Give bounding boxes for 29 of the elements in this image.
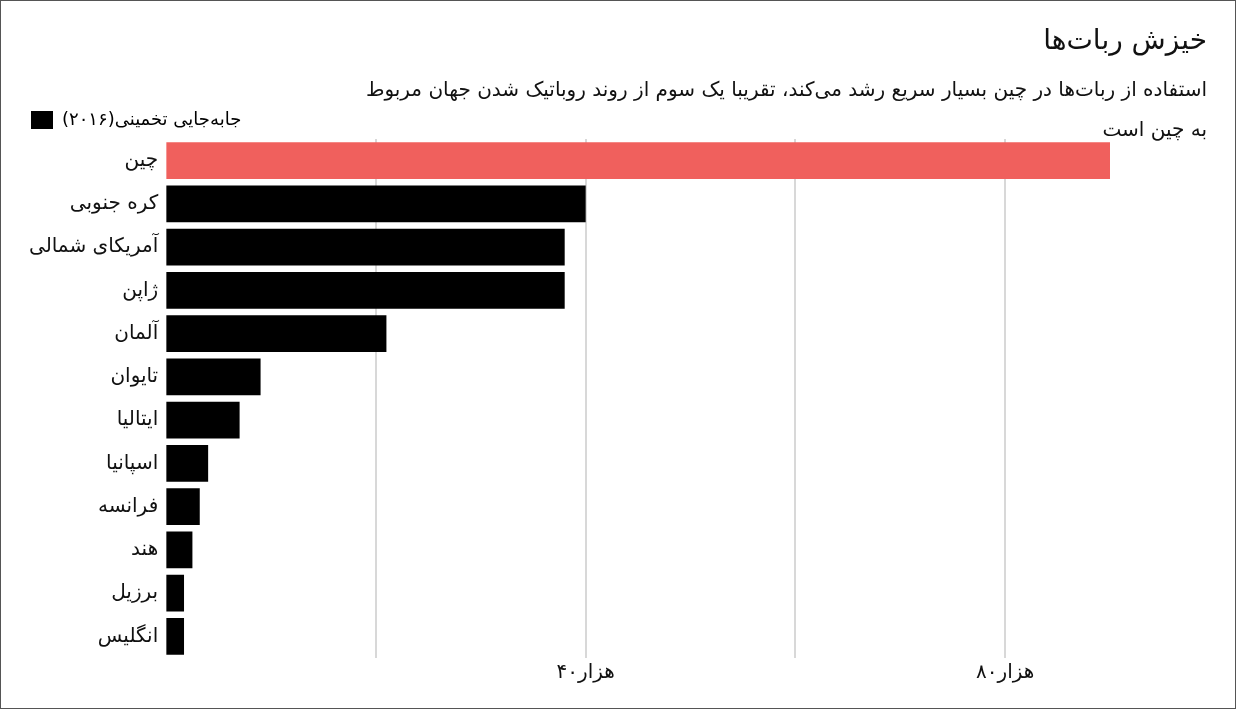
bar bbox=[166, 531, 193, 569]
chart-title: خیزش ربات‌ها bbox=[1043, 23, 1207, 56]
bar bbox=[166, 358, 261, 396]
bar bbox=[166, 574, 185, 612]
bar bbox=[166, 142, 1110, 180]
y-tick-label: چین bbox=[124, 146, 159, 171]
bar bbox=[166, 228, 565, 266]
bar bbox=[166, 315, 387, 353]
bar bbox=[166, 401, 240, 439]
y-tick-label: برزیل bbox=[111, 579, 159, 604]
y-tick-label: آلمان bbox=[114, 318, 160, 344]
y-tick-label: ژاپن bbox=[122, 276, 159, 302]
bar bbox=[166, 444, 209, 482]
bar bbox=[166, 488, 200, 526]
y-tick-label: ایتالیا bbox=[116, 406, 159, 431]
y-tick-label: تایوان bbox=[110, 363, 159, 388]
y-tick-label: هند bbox=[131, 536, 159, 561]
legend-label: جابه‌جایی تخمینی(۲۰۱۶) bbox=[62, 107, 242, 129]
y-tick-label: فرانسه bbox=[97, 492, 159, 517]
x-tick-label: ۸۰هزار bbox=[975, 659, 1035, 684]
chart-subtitle: استفاده از ربات‌ها در چین بسیار سریع رشد می‌کند، تقریبا یک سوم از روند روباتیک شدن جهان مربوط به چین است bbox=[364, 76, 1207, 143]
x-tick-label: ۴۰هزار bbox=[556, 659, 615, 684]
y-tick-label: اسپانیا bbox=[106, 449, 159, 475]
bar bbox=[166, 617, 185, 655]
y-tick-label: آمریکای شمالی bbox=[29, 232, 160, 258]
bar bbox=[166, 185, 586, 223]
y-tick-label: کره جنوبی bbox=[69, 190, 159, 215]
bar bbox=[166, 271, 565, 309]
y-tick-label: انگلیس bbox=[97, 622, 159, 647]
